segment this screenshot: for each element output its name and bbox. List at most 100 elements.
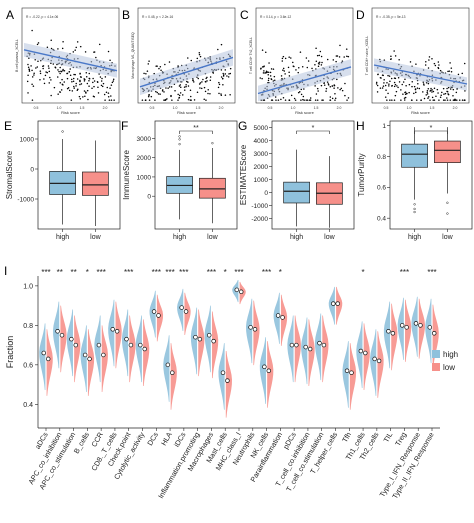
data-point [391,84,393,87]
data-point [433,87,436,90]
data-point [76,41,79,43]
data-point [88,80,90,82]
data-point [37,42,40,44]
data-point [305,57,308,59]
y-axis-label: T cell CD4+ Th2_XCELL [249,37,253,74]
data-point [227,76,230,78]
data-point [263,99,266,101]
data-point [261,77,263,80]
data-point [93,85,95,88]
data-point [205,99,207,101]
violin-low [170,343,177,410]
data-point [325,90,327,92]
median-point-high [344,368,350,374]
data-point [439,96,442,99]
data-point [347,97,350,99]
data-point [88,77,91,80]
y-tick-label: 0 [30,166,34,173]
data-point [305,99,308,101]
plot-frame [371,7,470,104]
data-point [325,87,328,90]
data-point [164,99,167,101]
data-point [383,82,385,84]
data-point [275,99,277,101]
violin-high [80,325,87,392]
median-point-low [294,342,299,348]
data-point [78,95,81,98]
data-point [332,59,335,61]
data-point [413,85,416,88]
median-point-low [156,313,161,318]
data-point [403,99,406,101]
data-point [384,96,387,98]
data-point [334,97,337,99]
data-point [48,70,51,73]
data-point [79,83,81,86]
median-point-low [252,327,258,332]
y-tick-label: 0.4 [23,402,33,409]
violin-high [163,335,170,402]
data-point [259,77,262,79]
data-point [321,61,323,64]
data-point [337,87,339,89]
data-point [62,69,64,72]
outlier [178,135,181,138]
data-point [84,95,86,97]
data-point [148,94,150,97]
violin-low [115,301,122,369]
data-point [288,75,291,77]
median-point-low [390,330,396,336]
data-point [228,73,230,75]
violin-low [184,292,191,335]
data-point [329,96,332,98]
data-point [50,94,52,97]
significance-label: * [362,268,365,277]
data-point [171,99,173,101]
median-point-high [179,305,184,310]
data-point [110,84,113,86]
y-tick-label: -1000 [17,196,34,203]
data-point [403,97,406,99]
panel-letter: C [240,8,249,22]
significance-label: *** [152,268,161,277]
data-point [375,83,378,85]
data-point [281,60,284,62]
data-point [288,71,290,74]
data-point [269,75,272,77]
median-point-high [275,313,281,318]
median-point-high [262,364,267,370]
y-tick-label: -2000 [251,216,268,223]
data-point [160,69,162,72]
data-point [52,63,55,65]
iqr-box [199,177,226,199]
data-point [428,56,431,58]
violin-low [253,300,260,366]
data-point [333,84,336,87]
y-tick-label: 3000 [254,151,269,158]
data-point [457,73,460,76]
data-point [30,65,32,67]
data-point [323,84,326,86]
violin-low [405,299,412,362]
data-point [426,93,429,95]
data-point [148,60,150,62]
data-point [395,90,398,93]
significance-label: ** [57,268,63,277]
data-point [390,58,392,60]
data-point [303,88,305,90]
data-point [329,85,332,88]
data-point [408,91,410,94]
x-tick-label: 1.0 [173,106,178,110]
plot-frame [154,120,238,230]
data-point [46,46,49,49]
data-point [57,76,59,78]
box-low [199,142,226,224]
data-point [443,93,445,95]
data-point [220,93,222,95]
data-point [199,82,202,84]
data-point [387,92,389,95]
data-point [27,63,29,66]
data-point [404,96,407,99]
regression-line [139,56,234,88]
data-point [415,63,417,65]
